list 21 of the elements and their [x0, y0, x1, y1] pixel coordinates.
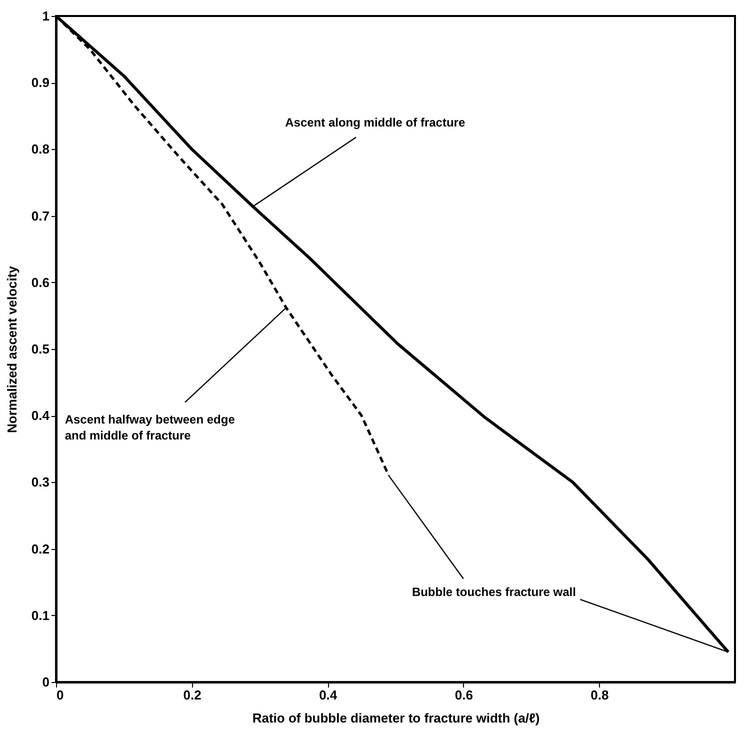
x-tick-label: 0 [56, 688, 64, 702]
x-tick-label: 0.2 [183, 688, 202, 702]
y-tick-label: 1 [42, 8, 50, 24]
x-tick-label: 0.4 [319, 688, 338, 702]
y-tick-label: 0.2 [31, 541, 50, 556]
y-tick-label: 0.9 [31, 75, 50, 90]
y-tick-label: 0 [42, 674, 50, 690]
x-tick-label: 0.6 [454, 688, 473, 702]
y-tick-label: 0.3 [31, 474, 50, 490]
y-tick-label: 0.5 [31, 342, 50, 356]
x-tick-label: 0.8 [590, 688, 609, 702]
y-tick-label: 0.1 [31, 608, 50, 623]
annotation: Bubble touches fracture wall [412, 585, 576, 600]
annotation: Ascent halfway between edge and middle of fracture [64, 412, 236, 443]
annotation: Ascent along middle of fracture [285, 116, 466, 130]
y-tick-label: 0.6 [31, 274, 50, 290]
x-axis-title: Ratio of bubble diameter to fracture width (a/ℓ) [252, 710, 540, 726]
y-axis-title: Normalized ascent velocity [4, 265, 20, 433]
y-tick-label: 0.7 [31, 208, 50, 224]
y-tick-label: 0.8 [31, 142, 50, 157]
y-tick-label: 0.4 [31, 408, 50, 424]
